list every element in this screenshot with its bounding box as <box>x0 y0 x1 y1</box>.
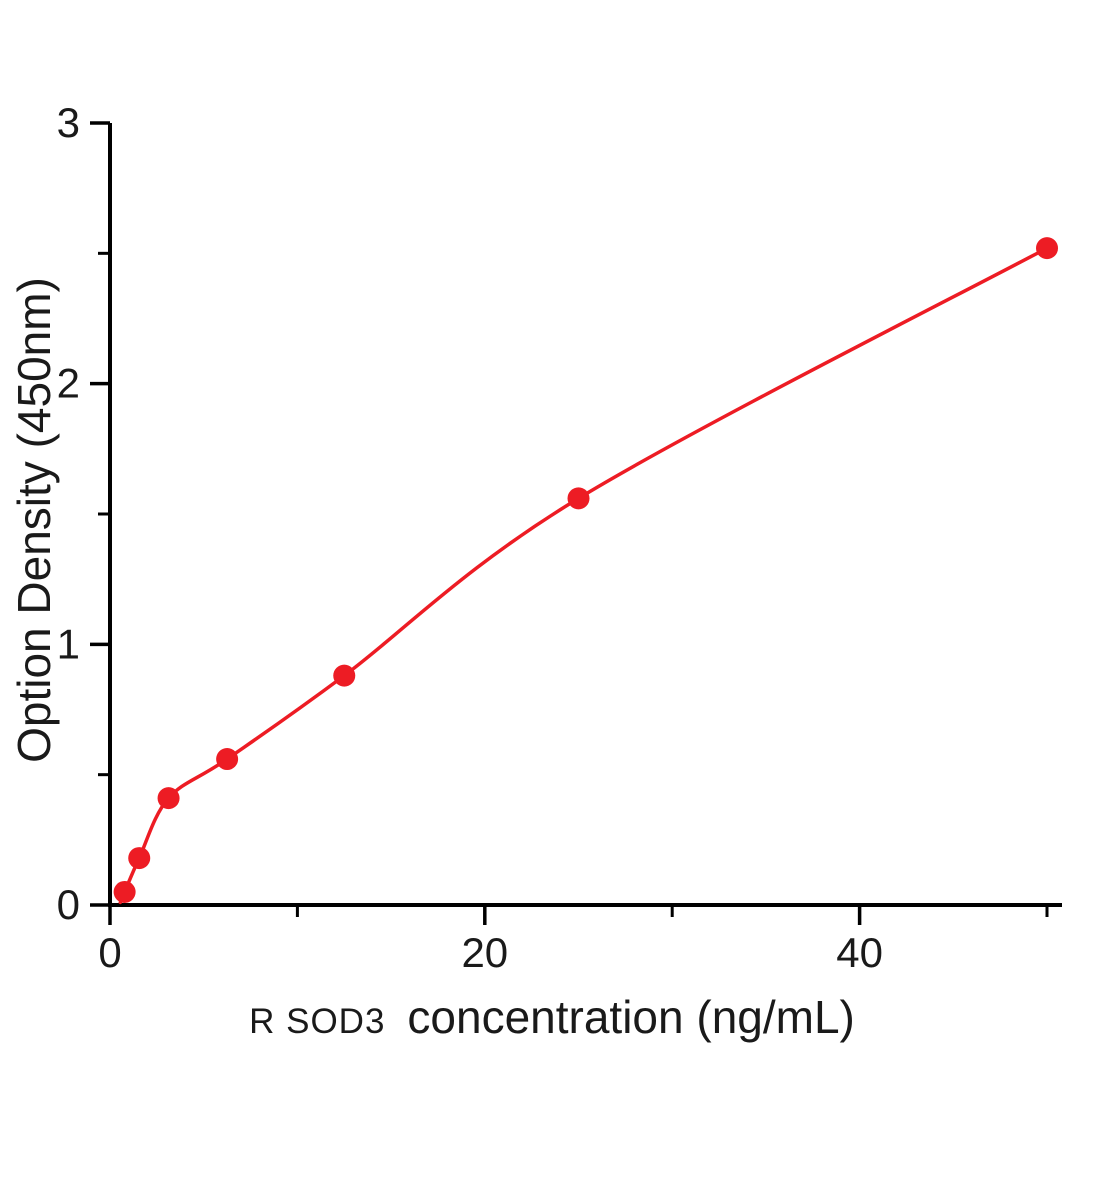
data-point <box>333 664 356 687</box>
fit-curve <box>118 246 1049 905</box>
y-tick-label: 0 <box>57 881 80 928</box>
y-tick-label: 1 <box>57 620 80 667</box>
x-axis-label-main: concentration (ng/mL) <box>407 991 855 1043</box>
x-tick-label: 40 <box>836 929 883 976</box>
y-axis-label: Option Density (450nm) <box>8 277 60 763</box>
x-axis-label-prefix: R SOD3 <box>249 1002 386 1041</box>
data-point <box>128 847 151 870</box>
data-point <box>567 487 590 510</box>
data-point <box>216 748 239 771</box>
y-tick-label: 2 <box>57 360 80 407</box>
data-point <box>113 880 136 903</box>
y-tick-label: 3 <box>57 99 80 146</box>
data-point <box>1036 237 1059 260</box>
x-axis-label: R SOD3 concentration (ng/mL) <box>0 990 1104 1044</box>
x-tick-label: 0 <box>98 929 121 976</box>
data-point <box>157 787 180 810</box>
x-tick-label: 20 <box>461 929 508 976</box>
